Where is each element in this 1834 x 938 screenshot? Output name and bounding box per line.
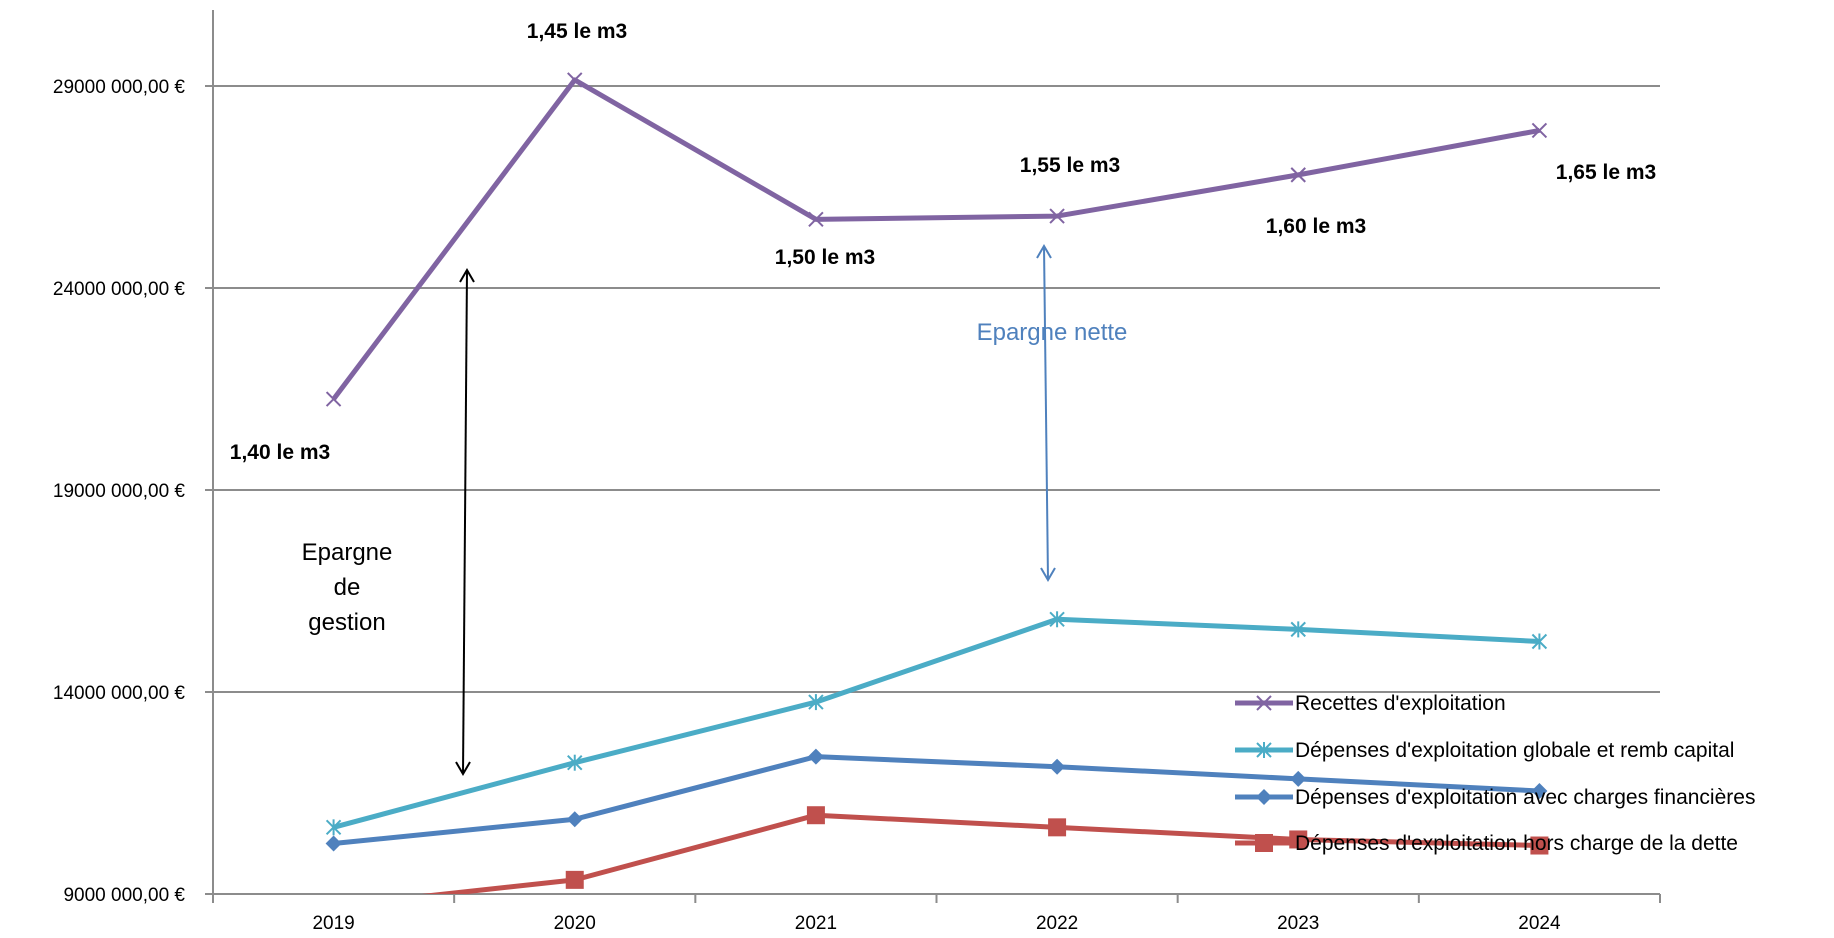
asterisk-icon	[1256, 742, 1272, 758]
price-label: 1,50 le m3	[775, 246, 875, 269]
data-point-diamond-icon	[1049, 758, 1066, 775]
data-point-asterisk-icon	[1049, 611, 1065, 628]
data-point-asterisk-icon	[808, 694, 824, 711]
data-point-asterisk-icon	[1531, 633, 1548, 650]
y-tick-label: 24000 000,00 €	[53, 279, 186, 300]
x-tick-label: 2020	[554, 913, 596, 934]
data-point-diamond-icon	[325, 835, 342, 852]
series-2	[325, 611, 1548, 836]
series-4	[421, 806, 1549, 894]
series-1	[325, 72, 1548, 407]
data-point-diamond-icon	[1531, 782, 1548, 799]
data-point-asterisk-icon	[325, 819, 342, 836]
series-line	[421, 812, 1540, 894]
data-point-square-icon	[565, 870, 584, 889]
series-3	[325, 748, 1548, 852]
data-point-diamond-icon	[807, 748, 824, 765]
legend-label: Dépenses d'exploitation avec charges fin…	[1295, 786, 1755, 809]
legend-label: Dépenses d'exploitation hors charge de l…	[1295, 832, 1738, 855]
data-point-asterisk-icon	[1290, 621, 1306, 638]
legend-item: Recettes d'exploitation	[1235, 692, 1506, 715]
x-tick-label: 2024	[1518, 913, 1561, 934]
series-line	[333, 754, 1540, 846]
annotations: 1,40 le m3 1,45 le m3 1,50 le m3 1,55 le m3…	[230, 20, 1656, 776]
x-tick-labels: 2019 2020 2021 2022 2023 2024	[312, 913, 1561, 934]
data-point-asterisk-icon	[567, 754, 583, 771]
x-tick-label: 2021	[795, 913, 837, 934]
data-point-x-icon	[567, 72, 583, 88]
series-group	[325, 72, 1549, 894]
y-tick-label: 9000 000,00 €	[63, 885, 185, 906]
legend-item: Dépenses d'exploitation globale et remb …	[1235, 739, 1734, 762]
data-point-diamond-icon	[1290, 770, 1307, 787]
data-point-x-icon	[1531, 122, 1548, 139]
legend-label: Dépenses d'exploitation globale et remb …	[1295, 739, 1734, 762]
data-point-diamond-icon	[566, 811, 583, 828]
legend-item: Dépenses d'exploitation avec charges fin…	[1235, 786, 1755, 809]
x-tick-label: 2023	[1277, 913, 1319, 934]
y-tick-label: 19000 000,00 €	[53, 481, 186, 502]
y-tick-label: 14000 000,00 €	[53, 683, 186, 704]
price-label: 1,45 le m3	[527, 20, 627, 43]
data-point-x-icon	[1049, 208, 1065, 224]
x-tick-label: 2022	[1036, 913, 1078, 934]
epargne-gestion-label: de	[334, 574, 361, 601]
data-point-x-icon	[808, 211, 824, 228]
epargne-nette-label: Epargne nette	[977, 319, 1128, 346]
legend: Recettes d'exploitation Dépenses d'exploi…	[1235, 692, 1755, 855]
data-point-square-icon	[1048, 818, 1067, 837]
epargne-gestion-label: Epargne	[302, 539, 393, 566]
y-tick-labels: 9000 000,00 € 14000 000,00 € 19000 000,00 …	[53, 77, 186, 906]
price-label: 1,40 le m3	[230, 441, 330, 464]
legend-item: Dépenses d'exploitation hors charge de l…	[1235, 832, 1738, 855]
x-icon	[1256, 695, 1272, 711]
legend-label: Recettes d'exploitation	[1295, 692, 1506, 715]
axes	[205, 10, 1661, 903]
x-tick-label: 2019	[312, 913, 354, 934]
data-point-square-icon	[1530, 836, 1549, 855]
epargne-nette-arrow	[1036, 244, 1056, 582]
data-point-square-icon	[1289, 830, 1308, 849]
epargne-gestion-arrow	[455, 268, 475, 776]
data-point-square-icon	[806, 806, 825, 825]
square-icon	[1255, 834, 1273, 852]
price-label: 1,60 le m3	[1266, 215, 1366, 238]
y-tick-label: 29000 000,00 €	[53, 77, 186, 98]
diamond-icon	[1256, 789, 1272, 805]
price-label: 1,65 le m3	[1556, 161, 1656, 184]
series-line	[332, 616, 1540, 830]
price-label: 1,55 le m3	[1020, 154, 1120, 177]
data-point-x-icon	[325, 391, 342, 407]
series-line	[331, 77, 1540, 401]
epargne-gestion-label: gestion	[308, 609, 385, 636]
grid-lines	[213, 85, 1660, 693]
data-point-x-icon	[1290, 167, 1306, 183]
